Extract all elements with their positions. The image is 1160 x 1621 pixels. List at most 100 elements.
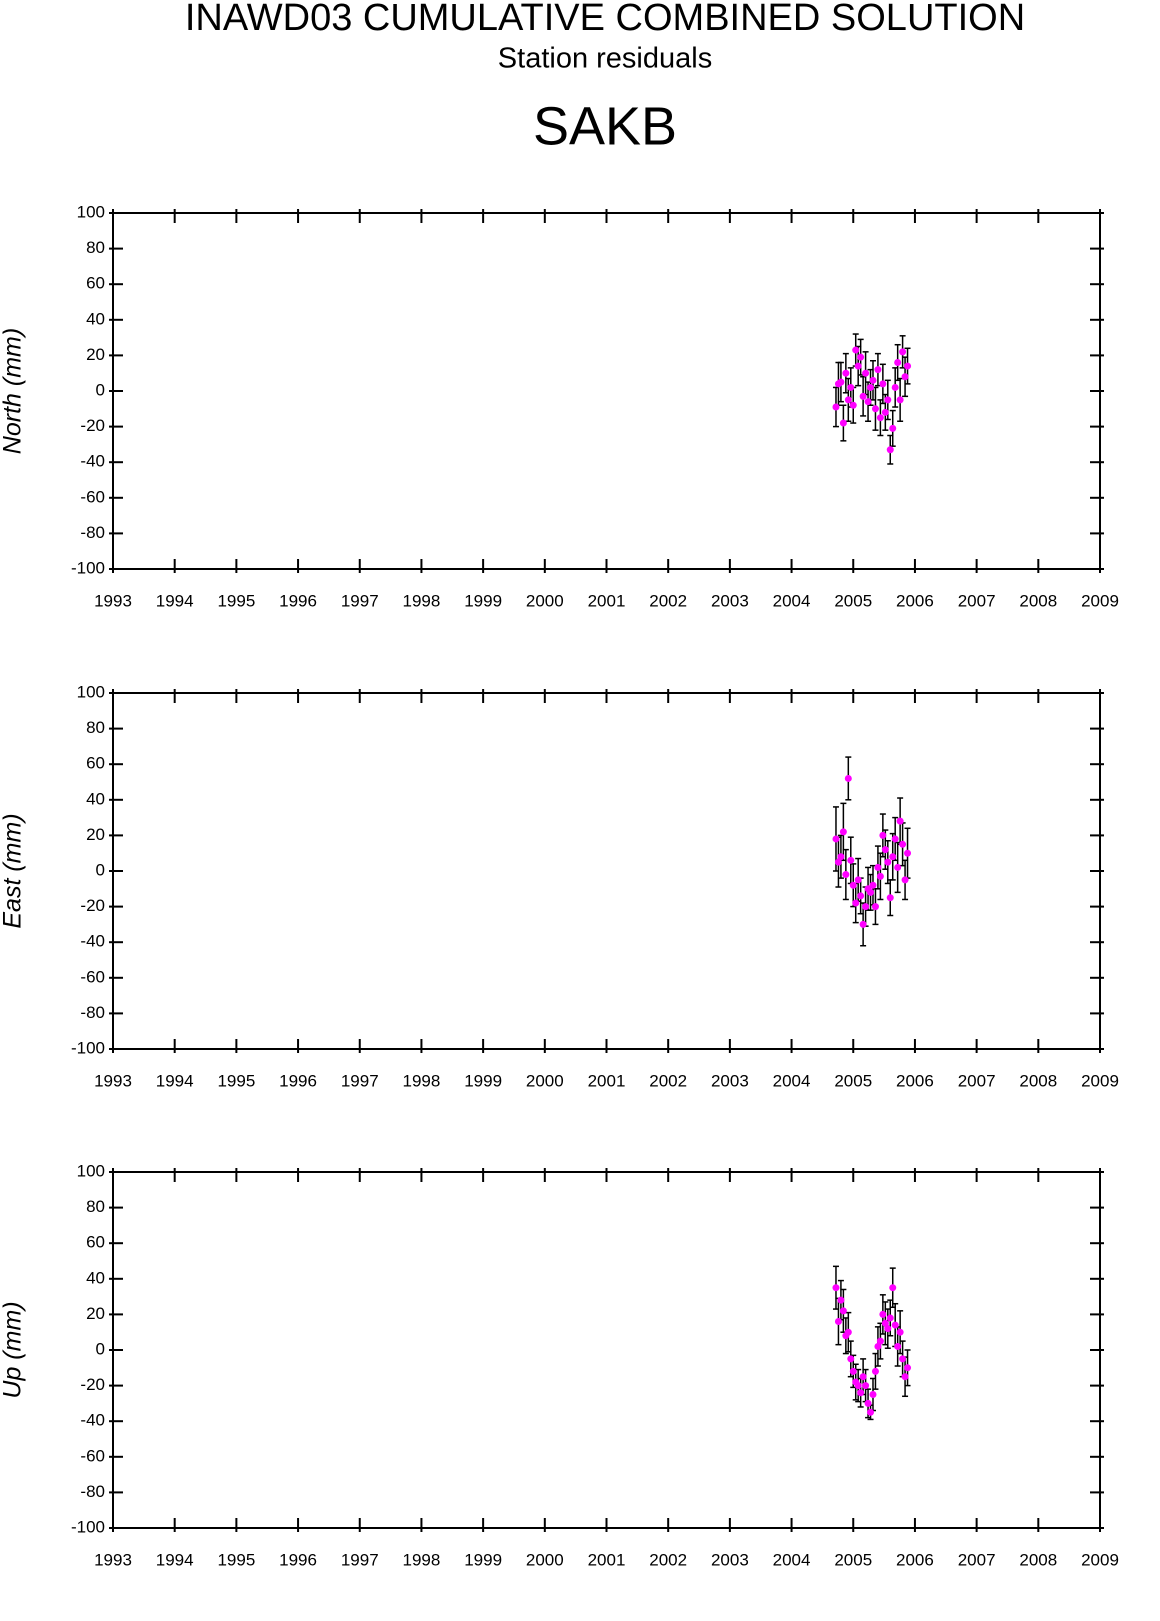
data-point (864, 1399, 872, 1407)
x-tick-label: 2008 (1019, 1550, 1057, 1569)
data-point (899, 348, 907, 356)
data-point (891, 835, 899, 843)
data-point (886, 894, 894, 902)
data-point (891, 383, 899, 391)
data-point (889, 424, 897, 432)
x-tick-label: 1997 (341, 1550, 379, 1569)
x-tick-label: 1995 (217, 1550, 255, 1569)
data-point (854, 1382, 862, 1390)
data-point (881, 846, 889, 854)
data-point (867, 1408, 875, 1416)
data-point (867, 383, 875, 391)
data-point (889, 853, 897, 861)
data-point (862, 1382, 870, 1390)
main-title: INAWD03 CUMULATIVE COMBINED SOLUTION (185, 0, 1025, 39)
data-point (904, 849, 912, 857)
y-tick-label: -40 (80, 1411, 105, 1430)
x-tick-label: 2000 (526, 591, 564, 610)
y-tick-label: -100 (71, 558, 105, 577)
y-tick-label: 20 (86, 1304, 105, 1323)
data-point (839, 419, 847, 427)
y-tick-label: -40 (80, 452, 105, 471)
x-tick-label: 1993 (94, 591, 132, 610)
data-point (869, 376, 877, 384)
data-point (854, 362, 862, 370)
x-tick-label: 1999 (464, 591, 502, 610)
data-point (871, 405, 879, 413)
data-point (862, 369, 870, 377)
y-tick-label: 100 (77, 1161, 105, 1180)
data-point (886, 1314, 894, 1322)
data-point (871, 1367, 879, 1375)
x-tick-label: 1999 (464, 1071, 502, 1090)
plot-frame (112, 692, 1101, 1050)
data-point (896, 817, 904, 825)
data-point (849, 401, 857, 409)
y-tick-label: 80 (86, 1197, 105, 1216)
y-tick-label: -40 (80, 932, 105, 951)
station-name: SAKB (533, 96, 677, 156)
data-point (879, 380, 887, 388)
x-tick-label: 1998 (403, 591, 441, 610)
data-point (894, 359, 902, 367)
x-tick-label: 1994 (156, 591, 194, 610)
data-point (881, 408, 889, 416)
x-tick-label: 2006 (896, 1550, 934, 1569)
data-point (837, 378, 845, 386)
x-tick-label: 2002 (649, 1071, 687, 1090)
data-point (844, 396, 852, 404)
x-tick-label: 2008 (1019, 1071, 1057, 1090)
data-point (876, 414, 884, 422)
data-point (899, 840, 907, 848)
y-axis-label: North (mm) (0, 328, 27, 454)
data-point (837, 1296, 845, 1304)
x-tick-label: 2006 (896, 591, 934, 610)
x-tick-label: 2005 (834, 591, 872, 610)
x-tick-label: 1996 (279, 591, 317, 610)
data-point (854, 876, 862, 884)
data-point (847, 856, 855, 864)
data-point (852, 346, 860, 354)
data-point (844, 774, 852, 782)
x-tick-label: 1994 (156, 1071, 194, 1090)
x-tick-label: 2005 (834, 1071, 872, 1090)
data-point (837, 853, 845, 861)
y-tick-label: 40 (86, 309, 105, 328)
x-tick-label: 2007 (958, 591, 996, 610)
data-point (839, 1307, 847, 1315)
x-tick-label: 1997 (341, 591, 379, 610)
x-tick-label: 1997 (341, 1071, 379, 1090)
data-point (832, 403, 840, 411)
data-point (879, 831, 887, 839)
x-tick-label: 2003 (711, 591, 749, 610)
x-tick-label: 2009 (1081, 591, 1119, 610)
data-point (891, 1321, 899, 1329)
data-point (874, 1342, 882, 1350)
y-tick-label: -100 (71, 1517, 105, 1536)
y-tick-label: -80 (80, 1003, 105, 1022)
x-tick-label: 1993 (94, 1550, 132, 1569)
y-tick-label: 40 (86, 1268, 105, 1287)
data-point (842, 369, 850, 377)
y-axis-label: East (mm) (0, 813, 27, 928)
data-point (874, 366, 882, 374)
x-tick-label: 2002 (649, 591, 687, 610)
data-point (871, 903, 879, 911)
data-point (857, 892, 865, 900)
x-tick-label: 2003 (711, 1071, 749, 1090)
x-tick-label: 1996 (279, 1071, 317, 1090)
x-tick-label: 2001 (588, 1071, 626, 1090)
x-tick-label: 2008 (1019, 591, 1057, 610)
data-point (869, 881, 877, 889)
y-tick-label: 80 (86, 238, 105, 257)
y-tick-label: 60 (86, 274, 105, 293)
x-tick-label: 1998 (403, 1071, 441, 1090)
x-tick-label: 1998 (403, 1550, 441, 1569)
data-point (832, 1284, 840, 1292)
subtitle: Station residuals (498, 43, 712, 75)
y-tick-label: 60 (86, 754, 105, 773)
data-point (869, 1391, 877, 1398)
y-tick-label: -80 (80, 523, 105, 542)
